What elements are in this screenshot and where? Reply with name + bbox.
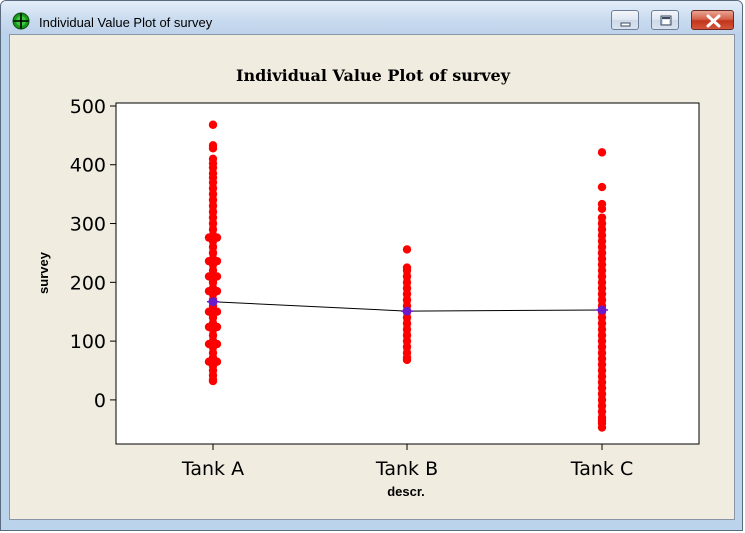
data-point bbox=[403, 265, 411, 273]
y-tick-label: 0 bbox=[94, 390, 106, 412]
y-tick-label: 200 bbox=[70, 272, 106, 294]
x-tick-label: Tank C bbox=[570, 458, 633, 480]
data-point bbox=[204, 322, 214, 332]
y-axis-label: survey bbox=[36, 251, 51, 294]
series-tank-a bbox=[204, 120, 222, 386]
maximize-button[interactable] bbox=[651, 10, 679, 30]
y-tick-label: 300 bbox=[70, 214, 106, 236]
data-point bbox=[597, 148, 607, 157]
mean-markers bbox=[207, 297, 608, 316]
data-points bbox=[204, 120, 607, 432]
data-point bbox=[212, 233, 222, 242]
minimize-button[interactable] bbox=[611, 10, 639, 30]
close-button[interactable] bbox=[691, 10, 734, 30]
crosshair-icon[interactable] bbox=[12, 12, 30, 30]
data-point bbox=[212, 357, 222, 366]
data-point bbox=[598, 214, 606, 222]
data-point bbox=[204, 286, 214, 296]
data-point bbox=[212, 307, 222, 316]
data-point bbox=[212, 272, 222, 281]
data-point bbox=[212, 256, 222, 266]
x-axis-label: descr. bbox=[387, 484, 425, 499]
close-icon bbox=[706, 14, 721, 28]
minimize-icon bbox=[620, 22, 631, 27]
series-tank-c bbox=[597, 148, 607, 432]
data-point bbox=[212, 286, 222, 296]
y-axis: 0 100 200 300 400 500 bbox=[70, 96, 116, 412]
data-point bbox=[597, 182, 607, 192]
data-point bbox=[204, 272, 214, 281]
x-tick-label: Tank A bbox=[181, 458, 244, 480]
y-tick-label: 500 bbox=[70, 96, 106, 118]
x-tick-label: Tank B bbox=[375, 458, 438, 480]
x-axis: Tank A Tank B Tank C bbox=[181, 444, 633, 480]
data-point bbox=[204, 307, 214, 316]
data-point bbox=[204, 233, 214, 242]
data-point bbox=[204, 256, 214, 266]
graph-panel: Individual Value Plot of survey 0 100 200 3… bbox=[9, 34, 735, 520]
chart-title: Individual Value Plot of survey bbox=[236, 66, 511, 85]
y-tick-label: 100 bbox=[70, 331, 106, 353]
data-point bbox=[209, 156, 217, 164]
data-point bbox=[204, 339, 214, 349]
y-tick-label: 400 bbox=[70, 155, 106, 177]
data-point bbox=[402, 245, 412, 254]
data-point bbox=[208, 120, 218, 129]
data-point bbox=[598, 201, 606, 209]
data-point bbox=[212, 339, 222, 349]
data-point bbox=[212, 322, 222, 332]
window-title: Individual Value Plot of survey bbox=[39, 15, 213, 30]
data-point bbox=[209, 142, 217, 151]
title-bar[interactable]: Individual Value Plot of survey bbox=[1, 1, 742, 35]
maximize-icon bbox=[660, 15, 672, 26]
individual-value-plot: Individual Value Plot of survey 0 100 200 3… bbox=[36, 66, 700, 499]
data-point bbox=[204, 357, 214, 366]
